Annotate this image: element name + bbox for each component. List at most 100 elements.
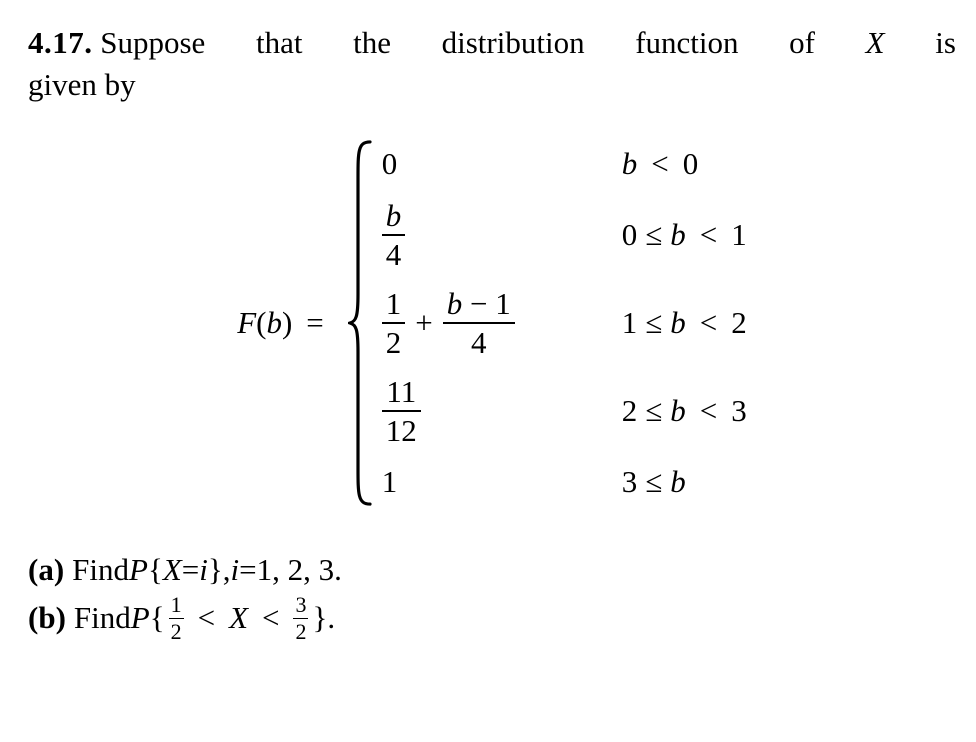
eq-sign: = bbox=[182, 546, 199, 594]
lhs-F: F bbox=[237, 305, 256, 341]
equals-sign: = bbox=[306, 305, 323, 341]
cond-rel: ≤ bbox=[645, 217, 662, 253]
cond-rel: < bbox=[651, 146, 668, 182]
part-label: (b) bbox=[28, 594, 66, 642]
sym-P: P bbox=[129, 546, 148, 594]
brace-open: { bbox=[150, 594, 165, 642]
cond-rel: < bbox=[700, 393, 717, 429]
frac-den: 2 bbox=[169, 621, 184, 643]
cond-var: b bbox=[622, 146, 638, 182]
expr-plain: 0 bbox=[382, 146, 398, 182]
equation-block: F(b) = 0 b < 0 bbox=[28, 140, 956, 506]
frac-num: 1 bbox=[169, 594, 184, 616]
cases: 0 b < 0 b 4 bbox=[374, 140, 747, 506]
intro-word: Suppose bbox=[100, 25, 205, 60]
sym-i: i bbox=[199, 546, 208, 594]
equation-lhs: F(b) = bbox=[237, 305, 338, 341]
cond-rel: < bbox=[700, 305, 717, 341]
intro-seg-0: 4.17. Suppose bbox=[28, 22, 205, 64]
case-row: b 4 0 ≤ b < 1 bbox=[382, 200, 747, 270]
frac-den: 2 bbox=[293, 621, 308, 643]
frac-den: 2 bbox=[382, 327, 406, 358]
cond-rhs: 0 bbox=[683, 146, 699, 182]
part-a: (a) Find P{X = i}, i = 1, 2, 3. bbox=[28, 546, 956, 594]
brace-open: { bbox=[148, 546, 163, 594]
intro-word: of bbox=[789, 22, 815, 64]
cond-var: b bbox=[670, 305, 686, 341]
case-expr: 11 12 bbox=[382, 376, 622, 446]
num-part: b bbox=[447, 286, 463, 321]
small-fraction: 3 2 bbox=[293, 594, 308, 643]
eq-sign: = bbox=[239, 546, 256, 594]
intro-line-2: given by bbox=[28, 64, 956, 106]
cond-var: b bbox=[670, 217, 686, 253]
cond-var: b bbox=[670, 393, 686, 429]
cond-lhs: 3 bbox=[622, 464, 638, 500]
problem-intro: 4.17. Suppose that the distribution func… bbox=[28, 22, 956, 106]
intro-word: that bbox=[256, 22, 303, 64]
fraction: 1 2 bbox=[382, 288, 406, 358]
vals: 1, 2, 3. bbox=[257, 546, 342, 594]
fraction: b 4 bbox=[382, 200, 406, 270]
num-part: − bbox=[462, 286, 495, 321]
brace-icon bbox=[348, 140, 374, 506]
case-row: 0 b < 0 bbox=[382, 146, 747, 182]
frac-bar bbox=[443, 322, 515, 324]
question-parts: (a) Find P{X = i}, i = 1, 2, 3. (b) Find… bbox=[28, 546, 956, 643]
intro-tail: is bbox=[935, 22, 956, 64]
sym-i: i bbox=[231, 546, 240, 594]
cond-lhs: 1 bbox=[622, 305, 638, 341]
fraction: b − 1 4 bbox=[443, 288, 515, 358]
case-cond: b < 0 bbox=[622, 146, 698, 182]
cond-rel: ≤ bbox=[645, 464, 662, 500]
part-b: (b) Find P{ 1 2 < X < 3 2 }. bbox=[28, 594, 956, 643]
case-expr: 0 bbox=[382, 146, 622, 182]
case-cond: 2 ≤ b < 3 bbox=[622, 393, 747, 429]
fraction: 11 12 bbox=[382, 376, 421, 446]
problem-number: 4.17. bbox=[28, 25, 93, 60]
lt-sign: < bbox=[262, 594, 279, 642]
intro-var-X: X bbox=[866, 22, 885, 64]
brace-close: } bbox=[208, 546, 223, 594]
frac-num: 11 bbox=[382, 376, 420, 407]
sym-X: X bbox=[229, 594, 248, 642]
intro-word: function bbox=[635, 22, 738, 64]
cond-lhs: 2 bbox=[622, 393, 638, 429]
intro-word: distribution bbox=[442, 22, 585, 64]
sym-P: P bbox=[131, 594, 150, 642]
part-label: (a) bbox=[28, 546, 64, 594]
frac-bar bbox=[382, 322, 406, 324]
num-part: 1 bbox=[495, 286, 511, 321]
small-fraction: 1 2 bbox=[169, 594, 184, 643]
case-cond: 1 ≤ b < 2 bbox=[622, 305, 747, 341]
case-row: 1 2 + b − 1 4 1 ≤ b bbox=[382, 288, 747, 358]
expr-plain: 1 bbox=[382, 464, 398, 500]
case-row: 1 3 ≤ b bbox=[382, 464, 747, 500]
page: 4.17. Suppose that the distribution func… bbox=[0, 0, 976, 742]
case-cond: 0 ≤ b < 1 bbox=[622, 217, 747, 253]
brace-close: }. bbox=[312, 594, 335, 642]
case-expr: 1 2 + b − 1 4 bbox=[382, 288, 622, 358]
cond-rhs: 1 bbox=[731, 217, 747, 253]
frac-num: 3 bbox=[293, 594, 308, 616]
cond-var: b bbox=[670, 464, 686, 500]
frac-den: 4 bbox=[467, 327, 491, 358]
equation: F(b) = 0 b < 0 bbox=[237, 140, 747, 506]
cond-rel: < bbox=[700, 217, 717, 253]
cond-rel: ≤ bbox=[645, 305, 662, 341]
frac-num: b − 1 bbox=[443, 288, 515, 319]
cond-lhs: 0 bbox=[622, 217, 638, 253]
lt-sign: < bbox=[198, 594, 215, 642]
lhs-var: b bbox=[266, 305, 282, 341]
cond-rhs: 2 bbox=[731, 305, 747, 341]
lhs-open: ( bbox=[256, 305, 266, 341]
intro-word: the bbox=[353, 22, 391, 64]
frac-den: 12 bbox=[382, 415, 421, 446]
frac-num: b bbox=[382, 200, 406, 231]
cond-rel: ≤ bbox=[645, 393, 662, 429]
case-expr: 1 bbox=[382, 464, 622, 500]
lhs-close: ) bbox=[282, 305, 292, 341]
case-row: 11 12 2 ≤ b < 3 bbox=[382, 376, 747, 446]
cond-rhs: 3 bbox=[731, 393, 747, 429]
frac-bar bbox=[382, 410, 421, 412]
